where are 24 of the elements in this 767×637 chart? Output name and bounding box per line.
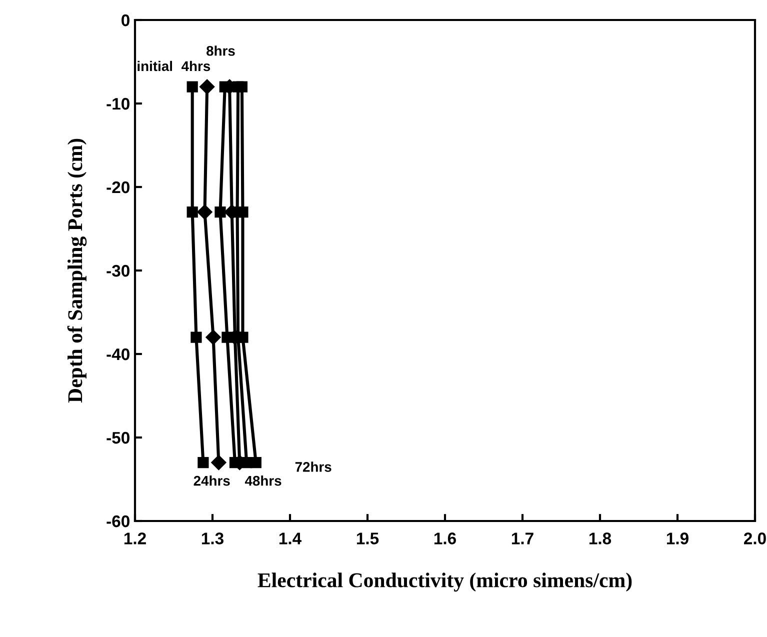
y-tick-label: -40 — [106, 348, 130, 360]
y-tick-label: -50 — [106, 432, 130, 444]
x-tick-label: 1.6 — [434, 532, 456, 544]
x-tick-label: 1.9 — [666, 532, 688, 544]
series-label: 8hrs — [206, 46, 235, 56]
y-tick-label: -30 — [106, 264, 130, 277]
series-label: 48hrs — [244, 476, 282, 486]
x-tick-label: 1.4 — [279, 532, 302, 544]
y-tick-label: -60 — [106, 515, 130, 528]
x-tick-label: 1.5 — [356, 532, 379, 544]
series-label: initial — [138, 60, 172, 72]
series-label: 24hrs — [194, 476, 230, 486]
y-tick-label: 0 — [122, 14, 130, 26]
x-tick-label: 1.8 — [589, 532, 612, 544]
y-tick-label: -10 — [106, 98, 130, 110]
x-tick-label: 2.0 — [744, 532, 766, 544]
x-tick-label: 1.2 — [124, 532, 146, 544]
x-axis-title: Electrical Conductivity (micro simens/cm) — [258, 572, 632, 592]
x-tick-label: 1.7 — [512, 532, 534, 544]
series-label: 4hrs — [182, 60, 210, 72]
text: 72hrs — [295, 462, 332, 472]
y-axis-title: Depth of Sampling Ports (cm) — [67, 138, 87, 403]
x-tick-label: 1.3 — [202, 532, 224, 544]
y-tick-label: -20 — [106, 181, 130, 194]
